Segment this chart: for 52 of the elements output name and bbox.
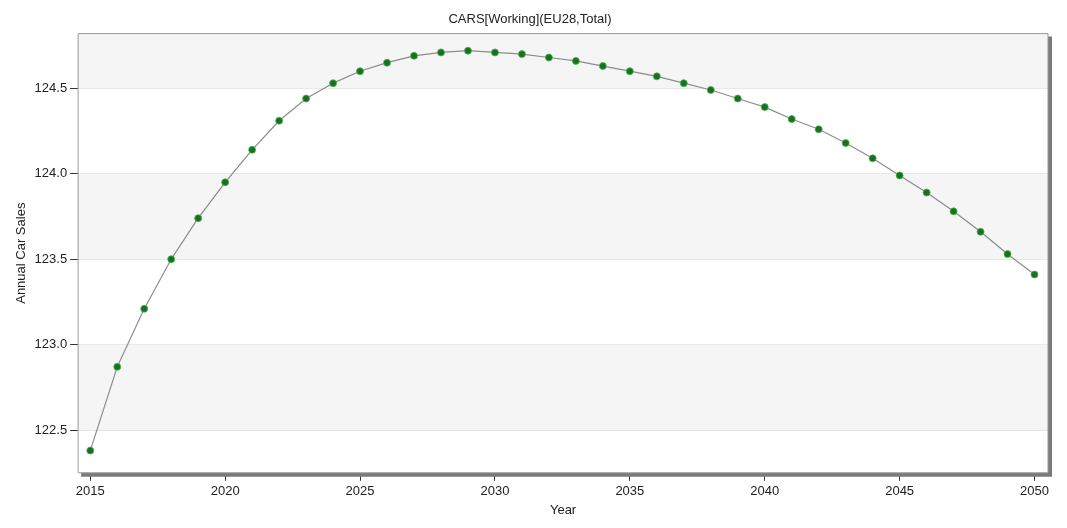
y-tick-label: 124.0 [34,165,68,181]
point [1030,270,1039,279]
point [949,207,958,216]
point [383,58,391,67]
x-tick-label: 2050 [1020,483,1049,499]
y-tick-label: 124.5 [34,79,68,95]
point [275,116,284,125]
point [167,255,176,264]
point [356,67,364,76]
point [922,188,931,197]
point [140,304,149,313]
point [652,72,661,81]
x-tick-label: 2030 [480,483,510,499]
point [787,115,796,123]
point [113,362,122,371]
x-axis-title: Year [549,501,577,517]
point [1003,250,1012,258]
y-tick-label: 122.5 [34,421,68,437]
point [329,79,337,88]
point [679,79,688,88]
point [841,139,850,147]
point [598,62,607,70]
chart-title: CARS[Working](EU28,Total) [448,11,612,27]
point [545,53,553,62]
point [814,125,823,134]
point [302,94,310,103]
point [518,50,526,59]
point [221,178,230,187]
x-tick-label: 2040 [750,483,780,499]
point [976,227,985,236]
y-axis-title: Annual Car Sales [13,202,29,304]
point [410,51,418,60]
point [868,154,877,163]
point [248,145,257,154]
y-tick-label: 123.0 [34,336,68,352]
point [571,57,580,65]
point [194,214,203,223]
x-tick-label: 2025 [345,483,375,499]
point [491,48,499,57]
point [464,46,472,55]
y-tick-label: 123.5 [34,250,68,266]
x-tick-label: 2045 [885,483,915,499]
point [437,48,445,57]
point [86,446,95,455]
point [760,103,769,111]
x-tick-label: 2020 [210,483,240,499]
x-tick-label: 2015 [75,483,105,499]
point [895,171,904,180]
point [625,67,634,76]
point [733,94,742,103]
x-tick-label: 2035 [615,483,645,499]
point [706,86,715,94]
